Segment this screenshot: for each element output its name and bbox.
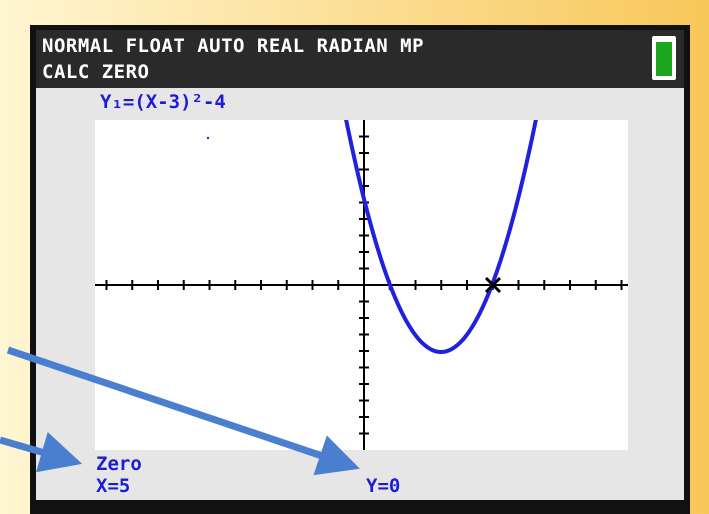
arrow [0, 431, 83, 473]
equation-label: Y₁=(X-3)²-4 [100, 91, 226, 113]
status-bar [36, 30, 684, 88]
cursor [484, 276, 502, 294]
menu-line: CALC ZERO [42, 61, 149, 83]
arrow [6, 346, 360, 476]
result-x: X=5 [96, 475, 130, 497]
curve [344, 120, 538, 354]
mode-line: NORMAL FLOAT AUTO REAL RADIAN MP [42, 35, 424, 57]
battery-level [656, 42, 672, 76]
result-y: Y=0 [366, 475, 400, 497]
result-title: Zero [96, 453, 142, 475]
stray-pixel [207, 137, 209, 139]
